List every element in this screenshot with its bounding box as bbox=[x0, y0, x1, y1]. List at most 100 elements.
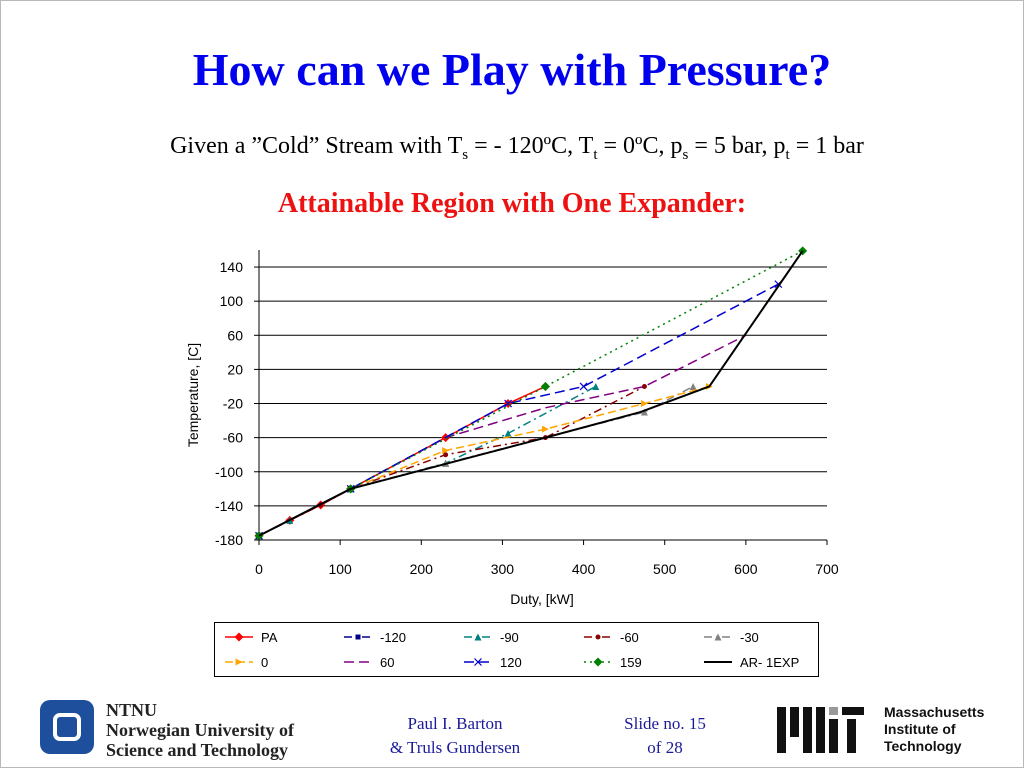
data-point-stroke bbox=[474, 658, 482, 666]
data-point bbox=[595, 634, 601, 640]
legend-item: AR- 1EXP bbox=[704, 655, 799, 670]
line-chart: -180 -140 -100 -60 -20 20 60 100 140 0 100 200 300 40… bbox=[185, 246, 839, 607]
series-line bbox=[258, 385, 694, 537]
subtitle-part: = 5 bar, p bbox=[688, 133, 786, 159]
author-line: Paul I. Barton bbox=[407, 714, 503, 733]
legend-item: 159 bbox=[584, 655, 642, 670]
data-point bbox=[474, 658, 482, 666]
y-tick-label: 140 bbox=[220, 259, 244, 275]
series-0 bbox=[255, 382, 713, 540]
legend-label: -120 bbox=[380, 630, 406, 645]
legend-label: PA bbox=[261, 630, 278, 645]
ntnu-name: NTNU Norwegian University of Science and… bbox=[106, 700, 294, 760]
section-heading: Attainable Region with One Expander: bbox=[277, 188, 747, 219]
series-120 bbox=[255, 280, 783, 540]
data-point bbox=[540, 381, 550, 391]
subtitle-subscript: t bbox=[785, 146, 790, 163]
legend-label: 60 bbox=[380, 655, 394, 670]
x-tick-label: 200 bbox=[410, 561, 434, 577]
legend-item: 120 bbox=[464, 655, 522, 670]
data-point bbox=[474, 633, 482, 641]
series-line bbox=[258, 385, 710, 537]
data-point bbox=[443, 452, 449, 458]
mit-line: Institute of bbox=[884, 721, 956, 737]
data-point bbox=[592, 382, 600, 390]
legend-item: PA bbox=[225, 630, 278, 645]
data-point bbox=[541, 425, 549, 433]
x-axis-label: Duty, [kW] bbox=[510, 591, 574, 607]
y-axis-label: Temperature, [C] bbox=[185, 343, 201, 447]
slide-number-line: Slide no. 15 bbox=[624, 714, 706, 733]
y-tick-label: -100 bbox=[215, 464, 243, 480]
series-line bbox=[258, 334, 747, 537]
y-tick-label: -140 bbox=[215, 498, 243, 514]
legend-item: 60 bbox=[344, 655, 394, 670]
subtitle-part: Given a ”Cold” Stream with T bbox=[170, 133, 463, 159]
ntnu-logo bbox=[40, 700, 94, 754]
subtitle-subscript: s bbox=[462, 146, 469, 163]
legend-item: -90 bbox=[464, 630, 519, 645]
series-line bbox=[258, 250, 804, 537]
chart-axes bbox=[258, 250, 827, 541]
chart-ticks: -180 -140 -100 -60 -20 20 60 100 140 0 100 200 300 40… bbox=[215, 259, 839, 577]
y-tick-label: -180 bbox=[215, 532, 243, 548]
data-point bbox=[504, 399, 513, 408]
mit-logo bbox=[777, 707, 864, 753]
legend-item: -120 bbox=[344, 630, 406, 645]
legend-label: AR- 1EXP bbox=[740, 655, 799, 670]
author-credit: Paul I. Barton & Truls Gundersen bbox=[355, 712, 555, 760]
data-point bbox=[235, 658, 243, 666]
x-tick-label: 700 bbox=[815, 561, 839, 577]
x-tick-label: 500 bbox=[653, 561, 677, 577]
subtitle-part: = 0ºC, p bbox=[597, 133, 683, 159]
chart-legend: PA -120 -90 -60 -30 0 60 120 159 AR- 1EXP bbox=[214, 622, 819, 677]
series-line bbox=[258, 283, 779, 537]
data-point bbox=[641, 383, 647, 389]
data-point bbox=[234, 632, 244, 642]
slide-number: Slide no. 15 of 28 bbox=[590, 712, 740, 760]
slide-subtitle: Given a ”Cold” Stream with Ts = - 120ºC,… bbox=[0, 130, 1024, 171]
mit-line: Technology bbox=[884, 738, 962, 754]
legend-label: 120 bbox=[500, 655, 522, 670]
ntnu-line: Science and Technology bbox=[106, 740, 289, 760]
data-point-stroke bbox=[579, 382, 588, 391]
subtitle-part: = - 120ºC, T bbox=[468, 133, 594, 159]
legend-entries: PA -120 -90 -60 -30 0 60 120 159 AR- 1EXP bbox=[225, 630, 799, 670]
subtitle-subscript: s bbox=[682, 146, 689, 163]
data-point bbox=[504, 429, 512, 437]
series-60 bbox=[256, 383, 647, 539]
legend-item: -60 bbox=[584, 630, 639, 645]
ntnu-line: NTNU bbox=[106, 700, 158, 720]
x-tick-label: 0 bbox=[255, 561, 263, 577]
y-tick-label: 60 bbox=[227, 327, 243, 343]
mit-line: Massachusetts bbox=[884, 704, 985, 720]
legend-label: 159 bbox=[620, 655, 642, 670]
data-point bbox=[714, 633, 722, 641]
mit-name: Massachusetts Institute of Technology bbox=[884, 704, 984, 755]
x-tick-label: 300 bbox=[491, 561, 515, 577]
data-point bbox=[355, 634, 361, 640]
data-point bbox=[579, 382, 588, 391]
ntnu-line: Norwegian University of bbox=[106, 720, 294, 740]
author-line: & Truls Gundersen bbox=[389, 738, 521, 757]
legend-label: -90 bbox=[500, 630, 519, 645]
data-point bbox=[640, 408, 648, 416]
y-tick-label: -60 bbox=[223, 430, 243, 446]
series-line bbox=[258, 385, 645, 537]
series-line bbox=[258, 250, 804, 537]
subtitle-subscript: t bbox=[593, 146, 598, 163]
data-point-stroke bbox=[504, 399, 513, 408]
series-30 bbox=[255, 382, 697, 540]
legend-label: -30 bbox=[740, 630, 759, 645]
series-ar-1exp bbox=[258, 250, 804, 537]
y-tick-label: 100 bbox=[220, 293, 244, 309]
chart-series bbox=[254, 246, 808, 541]
data-point bbox=[640, 400, 648, 408]
data-point bbox=[593, 657, 603, 667]
series-60 bbox=[258, 334, 747, 537]
data-point bbox=[689, 382, 697, 390]
slide-title: How can we Play with Pressure? bbox=[192, 44, 832, 95]
y-tick-label: -20 bbox=[223, 396, 243, 412]
legend-item: 0 bbox=[225, 655, 268, 670]
data-point bbox=[442, 446, 450, 454]
